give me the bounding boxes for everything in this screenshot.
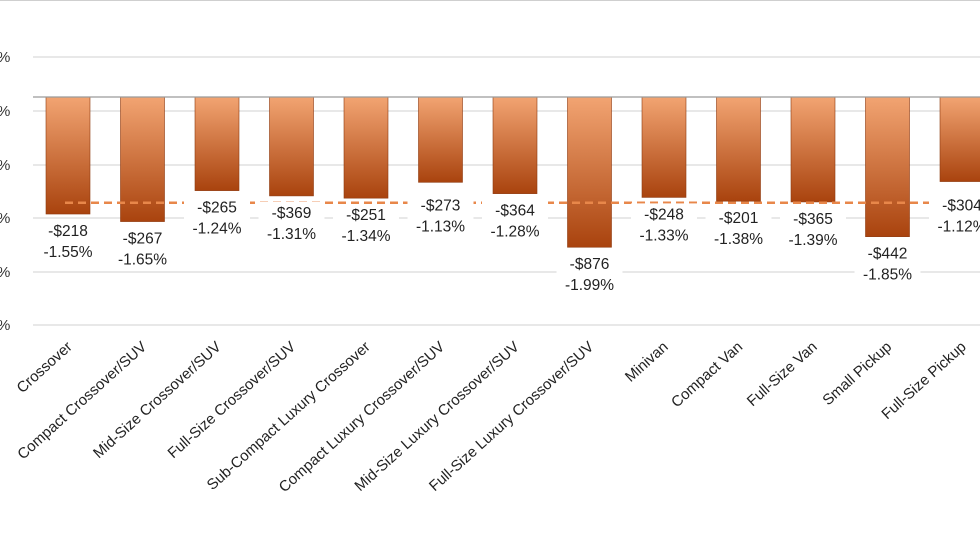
data-label-background xyxy=(333,204,399,247)
dollar-data-label: -$273 xyxy=(421,198,461,215)
y-tick-label: % xyxy=(0,49,10,66)
x-category-label: Mid-Size Crossover/SUV xyxy=(90,338,225,462)
bar xyxy=(716,96,761,202)
x-category-label: Compact Crossover/SUV xyxy=(14,338,150,463)
percent-data-label: -1.24% xyxy=(192,221,241,238)
dollar-data-label: -$369 xyxy=(272,205,312,222)
percent-data-label: -1.39% xyxy=(788,232,837,249)
dollar-data-label: -$442 xyxy=(868,246,908,263)
dollar-data-label: -$265 xyxy=(197,200,237,217)
y-tick-label: % xyxy=(0,103,10,120)
dollar-data-label: -$876 xyxy=(570,256,610,273)
percent-data-label: -1.38% xyxy=(714,231,763,248)
x-category-label: Small Pickup xyxy=(819,338,895,409)
bar xyxy=(790,96,836,203)
dollar-data-label: -$248 xyxy=(644,206,684,223)
bar xyxy=(343,96,389,199)
dollar-data-label: -$365 xyxy=(793,211,833,228)
dollar-data-label: -$218 xyxy=(48,223,88,240)
data-label-background xyxy=(109,227,176,270)
dollar-data-label: -$364 xyxy=(495,203,535,220)
dollar-data-label: -$201 xyxy=(719,210,759,227)
bar xyxy=(939,96,980,182)
data-label-background xyxy=(780,207,846,250)
data-label-background xyxy=(929,194,980,237)
percent-data-label: -1.13% xyxy=(416,219,465,236)
bar xyxy=(567,96,612,248)
data-label-background xyxy=(482,199,548,242)
percent-data-label: -1.28% xyxy=(490,224,539,241)
x-category-label: Compact Van xyxy=(668,338,746,411)
x-category-label: Crossover xyxy=(14,338,76,396)
x-category-label: Minivan xyxy=(622,338,672,385)
y-tick-label: % xyxy=(0,157,10,174)
percent-data-label: -1.65% xyxy=(118,252,167,269)
bar xyxy=(641,96,687,198)
bar xyxy=(194,96,240,191)
dollar-data-label: -$304 xyxy=(942,198,980,215)
y-tick-label: % xyxy=(0,317,10,334)
percent-data-label: -1.33% xyxy=(639,227,688,244)
data-label-background xyxy=(705,207,772,250)
data-label-background xyxy=(631,203,697,246)
bar xyxy=(120,96,165,222)
data-label-background xyxy=(407,194,474,237)
percent-data-label: -1.31% xyxy=(267,226,316,243)
y-tick-label: % xyxy=(0,210,10,227)
data-label-background xyxy=(854,242,921,285)
bar xyxy=(492,96,538,194)
percent-data-label: -1.34% xyxy=(341,228,390,245)
percent-data-label: -1.55% xyxy=(43,244,92,261)
x-category-label: Full-Size Van xyxy=(744,338,821,410)
data-label-background xyxy=(258,201,325,244)
data-label-background xyxy=(556,253,623,296)
percent-data-label: -1.99% xyxy=(565,277,614,294)
x-category-label: Full-Size Crossover/SUV xyxy=(165,338,300,462)
dollar-data-label: -$267 xyxy=(123,231,163,248)
percent-data-label: -1.12% xyxy=(937,219,980,236)
y-tick-label: % xyxy=(0,264,10,281)
bar xyxy=(45,96,91,215)
data-label-background xyxy=(184,196,250,239)
x-category-label: Full-Size Luxury Crossover/SUV xyxy=(426,338,597,495)
bar xyxy=(418,96,463,183)
percent-data-label: -1.85% xyxy=(863,267,912,284)
bar xyxy=(269,96,314,197)
data-label-background xyxy=(35,220,101,263)
dollar-data-label: -$251 xyxy=(346,207,386,224)
bar xyxy=(865,96,910,237)
